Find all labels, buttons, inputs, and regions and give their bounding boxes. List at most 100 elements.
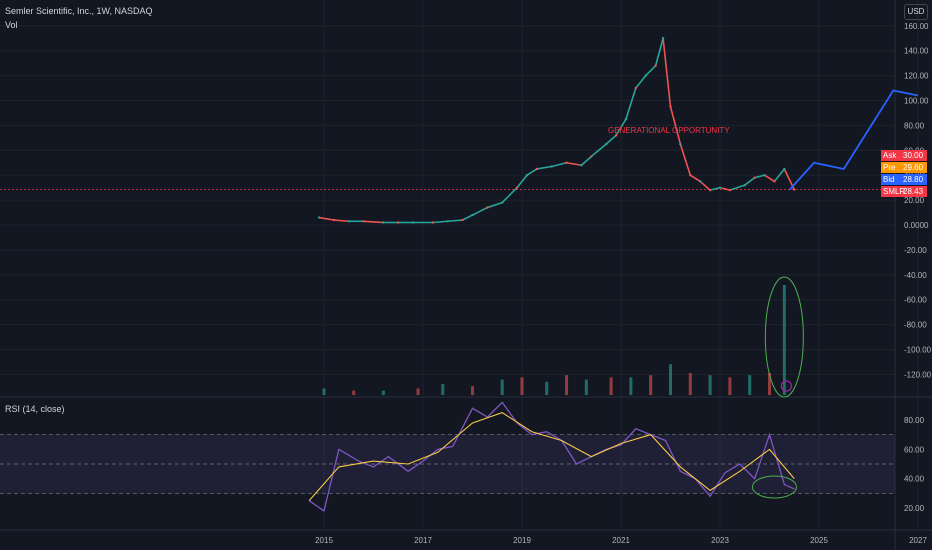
price-point xyxy=(689,174,692,177)
price-point xyxy=(763,174,766,177)
price-point xyxy=(661,37,665,40)
price-tag-pre: Pre 29.60 xyxy=(881,162,927,173)
price-point xyxy=(604,142,608,146)
x-tick-label: 2027 xyxy=(909,536,927,545)
price-segment xyxy=(333,219,349,223)
price-segment xyxy=(516,174,528,189)
volume-bar xyxy=(768,373,771,395)
price-tag-smlr: SMLR28.43 xyxy=(881,186,927,197)
x-tick-label: 2019 xyxy=(513,536,531,545)
price-tag-value: 29.60 xyxy=(903,163,924,172)
volume-bar xyxy=(584,379,588,395)
price-point xyxy=(773,180,776,183)
volume-bar xyxy=(520,377,524,395)
price-segment xyxy=(472,206,488,216)
price-segment xyxy=(754,174,765,179)
price-tick-label: 100.00 xyxy=(904,97,929,106)
price-tick-label: -120.00 xyxy=(904,370,932,379)
price-tag-name: Ask xyxy=(883,151,897,160)
x-tick-label: 2015 xyxy=(315,536,333,545)
price-point xyxy=(654,64,657,67)
price-segment xyxy=(363,220,384,224)
price-tick-label: 140.00 xyxy=(904,47,929,56)
event-icon xyxy=(780,380,792,392)
x-tick-label: 2023 xyxy=(711,536,729,545)
price-tag-name: Pre xyxy=(883,163,896,172)
volume-bar xyxy=(441,384,445,395)
price-point xyxy=(515,186,519,189)
price-point xyxy=(634,86,638,90)
price-point xyxy=(446,220,449,223)
price-point xyxy=(411,221,415,224)
price-point xyxy=(679,142,682,146)
rsi-panel xyxy=(0,401,895,513)
volume-bar xyxy=(649,375,653,395)
volume-bar xyxy=(669,364,672,395)
price-point xyxy=(718,186,722,189)
price-segment xyxy=(462,214,473,221)
price-segment xyxy=(662,38,672,107)
rsi-label: RSI (14, close) xyxy=(5,404,65,414)
price-segment xyxy=(447,219,463,223)
price-segment xyxy=(566,161,582,167)
price-point xyxy=(565,161,568,164)
price-point xyxy=(362,220,365,223)
price-point xyxy=(753,176,756,179)
price-tick-label: -40.00 xyxy=(904,271,927,280)
price-segment xyxy=(318,216,335,221)
price-point xyxy=(461,218,464,222)
price-segment xyxy=(487,201,503,209)
price-point xyxy=(793,188,796,191)
price-point xyxy=(624,117,628,121)
price-tag-ask: Ask 30.00 xyxy=(881,150,927,161)
currency-button[interactable]: USD xyxy=(904,4,928,20)
price-segment xyxy=(729,184,746,191)
price-point xyxy=(590,155,593,158)
price-tick-label: 80.00 xyxy=(904,121,925,130)
price-point xyxy=(743,183,746,187)
volume-bar xyxy=(500,379,504,395)
price-tag-name: Bid xyxy=(883,175,895,184)
price-segment xyxy=(709,186,721,191)
volume-panel xyxy=(322,276,804,398)
price-tick-label: -60.00 xyxy=(904,296,927,305)
rsi-ma-line xyxy=(308,412,795,502)
price-tick-label: 0.0000 xyxy=(904,221,929,230)
price-point xyxy=(486,206,489,209)
price-tag-value: 30.00 xyxy=(903,151,924,160)
price-point xyxy=(431,221,435,224)
price-point xyxy=(501,201,504,204)
projection-line xyxy=(788,89,919,191)
price-segment xyxy=(605,134,617,145)
price-segment xyxy=(526,168,538,176)
rsi-tick-label: 60.00 xyxy=(904,445,925,454)
price-tag-value: 28.80 xyxy=(903,175,924,184)
price-tick-label: -20.00 xyxy=(904,246,927,255)
volume-bar xyxy=(728,377,732,395)
price-segment xyxy=(773,168,785,182)
price-segment xyxy=(764,174,775,183)
price-tick-label: -100.00 xyxy=(904,346,932,355)
volume-bar xyxy=(609,377,613,395)
price-segment xyxy=(719,186,731,191)
price-tag-value: 28.43 xyxy=(903,187,924,196)
price-segment xyxy=(551,161,567,168)
price-point xyxy=(614,134,618,137)
price-point xyxy=(728,188,732,192)
price-segment xyxy=(679,143,692,176)
price-segment xyxy=(669,106,682,145)
price-point xyxy=(347,220,350,223)
price-segment xyxy=(501,187,518,204)
price-segment xyxy=(654,38,664,66)
rsi-tick-label: 20.00 xyxy=(904,504,925,513)
price-point xyxy=(317,216,321,219)
volume-bar xyxy=(322,388,326,395)
price-segment xyxy=(699,180,711,191)
price-segment xyxy=(580,155,592,166)
volume-bar xyxy=(688,373,692,395)
volume-bar xyxy=(416,388,420,395)
volume-bar xyxy=(545,381,549,395)
price-point xyxy=(525,174,529,177)
volume-bar xyxy=(748,375,752,395)
